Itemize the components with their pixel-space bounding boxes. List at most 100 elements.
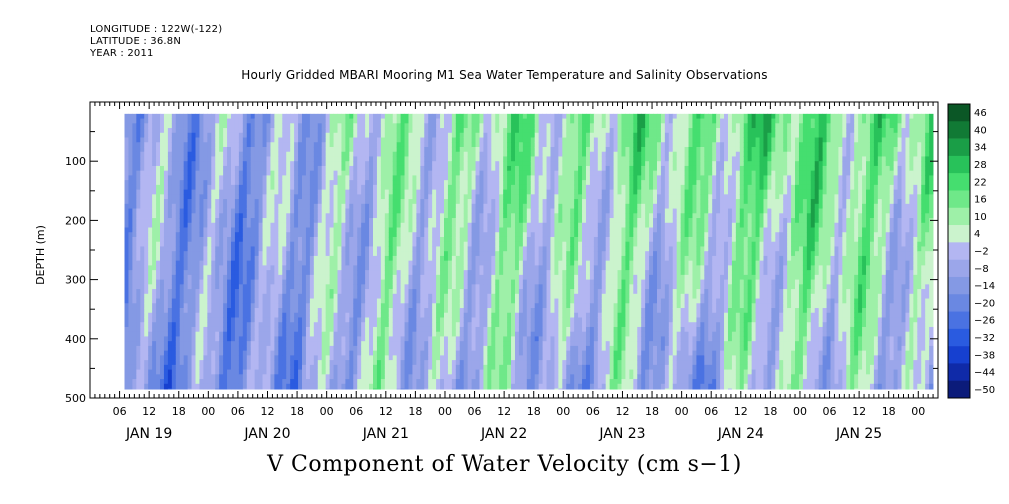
field-cell (404, 165, 409, 172)
field-cell (436, 345, 441, 352)
field-cell (325, 132, 331, 138)
field-cell (140, 350, 145, 356)
field-cell (424, 293, 429, 299)
field-cell (321, 369, 327, 375)
field-cell (132, 123, 137, 129)
field-cell (286, 199, 291, 205)
field-cell (128, 274, 133, 280)
field-cell (140, 364, 145, 370)
field-cell (400, 170, 405, 176)
field-cell (396, 232, 401, 238)
field-cell (175, 341, 181, 347)
field-cell (223, 270, 228, 276)
field-cell (211, 336, 216, 342)
field-cell (266, 227, 271, 233)
field-cell (325, 165, 331, 172)
field-cell (286, 170, 291, 176)
field-cell (400, 289, 405, 295)
field-cell (266, 175, 271, 181)
field-cell (211, 251, 216, 257)
field-cell (400, 317, 405, 323)
field-cell (227, 118, 232, 124)
field-cell (428, 289, 433, 295)
field-cell (317, 218, 323, 224)
field-cell (203, 317, 208, 323)
field-cell (400, 331, 405, 337)
field-cell (325, 222, 331, 228)
field-cell (388, 374, 394, 380)
field-cell (246, 137, 252, 143)
field-cell (274, 326, 279, 333)
field-cell (357, 132, 362, 138)
field-cell (365, 236, 370, 243)
field-cell (231, 289, 236, 295)
field-cell (211, 208, 216, 214)
field-cell (341, 246, 346, 252)
field-cell (353, 232, 358, 238)
field-cell (199, 322, 204, 328)
field-cell (384, 232, 390, 238)
field-cell (424, 312, 429, 318)
field-cell (313, 189, 319, 195)
field-cell (254, 265, 260, 271)
field-cell (313, 118, 319, 124)
field-cell (250, 251, 256, 257)
field-cell (167, 222, 173, 228)
field-cell (424, 298, 429, 304)
field-cell (136, 374, 141, 380)
field-cell (171, 270, 177, 276)
field-cell (388, 236, 394, 243)
field-cell (436, 123, 441, 129)
field-cell (380, 208, 386, 214)
field-cell (329, 355, 334, 361)
field-cell (227, 379, 232, 385)
field-cell (195, 203, 200, 209)
field-cell (447, 364, 453, 370)
field-cell (250, 137, 256, 143)
field-cell (329, 118, 334, 124)
field-cell (270, 132, 275, 138)
field-cell (148, 184, 153, 191)
field-cell (258, 298, 263, 304)
field-cell (211, 146, 216, 153)
field-cell (443, 270, 449, 276)
field-cell (349, 184, 354, 191)
field-cell (380, 308, 386, 314)
field-cell (183, 246, 189, 252)
field-cell (203, 336, 208, 342)
field-cell (357, 279, 362, 285)
field-cell (215, 227, 220, 233)
field-cell (428, 165, 433, 172)
field-cell (329, 218, 334, 224)
field-cell (321, 364, 327, 370)
field-cell (258, 241, 263, 247)
field-cell (274, 383, 279, 389)
field-cell (132, 156, 137, 162)
field-cell (183, 274, 189, 280)
field-cell (380, 364, 386, 370)
field-cell (242, 293, 248, 299)
field-cell (136, 331, 141, 337)
field-cell (341, 128, 346, 134)
field-cell (191, 383, 196, 389)
field-cell (404, 279, 409, 285)
field-cell (195, 194, 200, 200)
field-cell (349, 161, 354, 167)
field-cell (412, 326, 417, 333)
field-cell (171, 312, 177, 318)
field-cell (365, 284, 370, 290)
field-cell (278, 308, 283, 314)
field-cell (219, 260, 224, 266)
field-cell (238, 113, 244, 119)
field-cell (286, 326, 291, 333)
field-cell (432, 369, 437, 375)
field-cell (349, 374, 354, 380)
field-cell (163, 161, 169, 167)
field-cell (286, 317, 291, 323)
field-cell (211, 279, 216, 285)
field-cell (305, 246, 311, 252)
field-cell (305, 203, 311, 209)
field-cell (238, 303, 244, 309)
field-cell (160, 132, 165, 138)
field-cell (309, 123, 315, 129)
